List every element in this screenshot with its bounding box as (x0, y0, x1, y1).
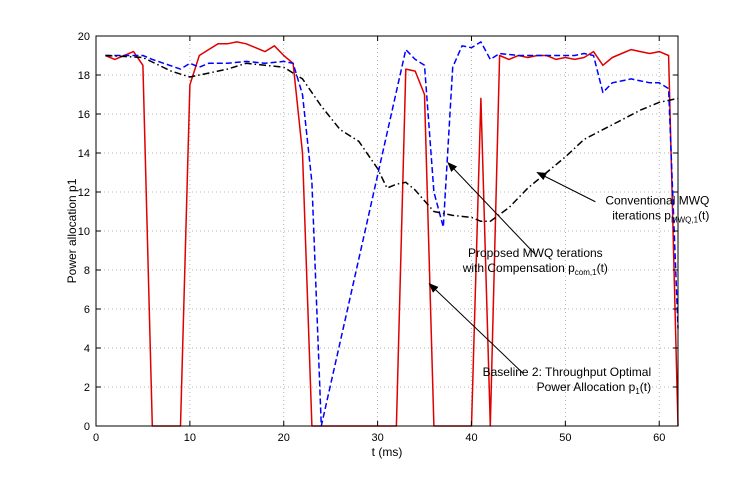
annotation-arrow (447, 162, 536, 255)
annotation-text-line: Power Allocation p1(t) (537, 380, 652, 396)
series-group (105, 41, 679, 427)
series-line-1 (105, 41, 679, 427)
y-tick-label: 18 (78, 70, 90, 82)
annotation-text-line: iterations pMWQ,1(t) (612, 208, 709, 224)
y-tick-label: 12 (78, 187, 90, 199)
series-line-3 (105, 54, 679, 223)
y-tick-label: 8 (84, 265, 90, 277)
y-tick-label: 4 (84, 343, 90, 355)
annotation-subscript: 1 (635, 387, 640, 396)
y-tick-label: 16 (78, 109, 90, 121)
annotation-arrow (536, 172, 596, 203)
y-tick-label: 20 (78, 31, 90, 43)
x-tick-label: 50 (559, 432, 571, 444)
annotation-text-line: with Compensation pcom,1(t) (462, 261, 608, 277)
annotation-text: Proposed MWQ terations (468, 246, 603, 260)
x-tick-label: 10 (184, 432, 196, 444)
x-tick-label: 60 (653, 432, 665, 444)
annotation-text-line: Conventional MWQ (605, 193, 709, 207)
annotation-text: with Compensation p (462, 261, 575, 275)
x-tick-label: 20 (278, 432, 290, 444)
annotation-text-line: Baseline 2: Throughput Optimal (483, 365, 652, 379)
x-tick-label: 0 (93, 432, 99, 444)
annotation-text: Conventional MWQ (605, 193, 709, 207)
x-axis-label: t (ms) (372, 445, 403, 459)
y-tick-label: 14 (78, 148, 90, 160)
ticks: 0 10 20 30 40 50 60 0 2 4 6 8 10 12 14 16 18 20 (78, 31, 678, 444)
annotation-tail: (t) (640, 380, 651, 394)
annotation-arrow (428, 282, 524, 374)
y-tick-label: 0 (84, 421, 90, 433)
annotation-text: iterations p (612, 208, 671, 222)
y-tick-label: 10 (78, 226, 90, 238)
annotation-subscript: MWQ,1 (671, 215, 699, 224)
series-line-2 (105, 41, 679, 427)
annotation-text-line: Proposed MWQ terations (468, 246, 603, 260)
annotation-text: Baseline 2: Throughput Optimal (483, 365, 652, 379)
annotation-subscript: com,1 (575, 268, 597, 277)
x-tick-label: 30 (371, 432, 383, 444)
grid (96, 36, 678, 426)
y-tick-label: 6 (84, 304, 90, 316)
y-axis-label: Power allocation p1 (65, 178, 79, 283)
annotation-text: Power Allocation p (537, 380, 636, 394)
axis-labels: t (ms) Power allocation p1 (65, 178, 402, 459)
annotation-tail: (t) (698, 208, 709, 222)
y-tick-label: 2 (84, 382, 90, 394)
x-tick-label: 40 (465, 432, 477, 444)
annotation-tail: (t) (597, 261, 608, 275)
